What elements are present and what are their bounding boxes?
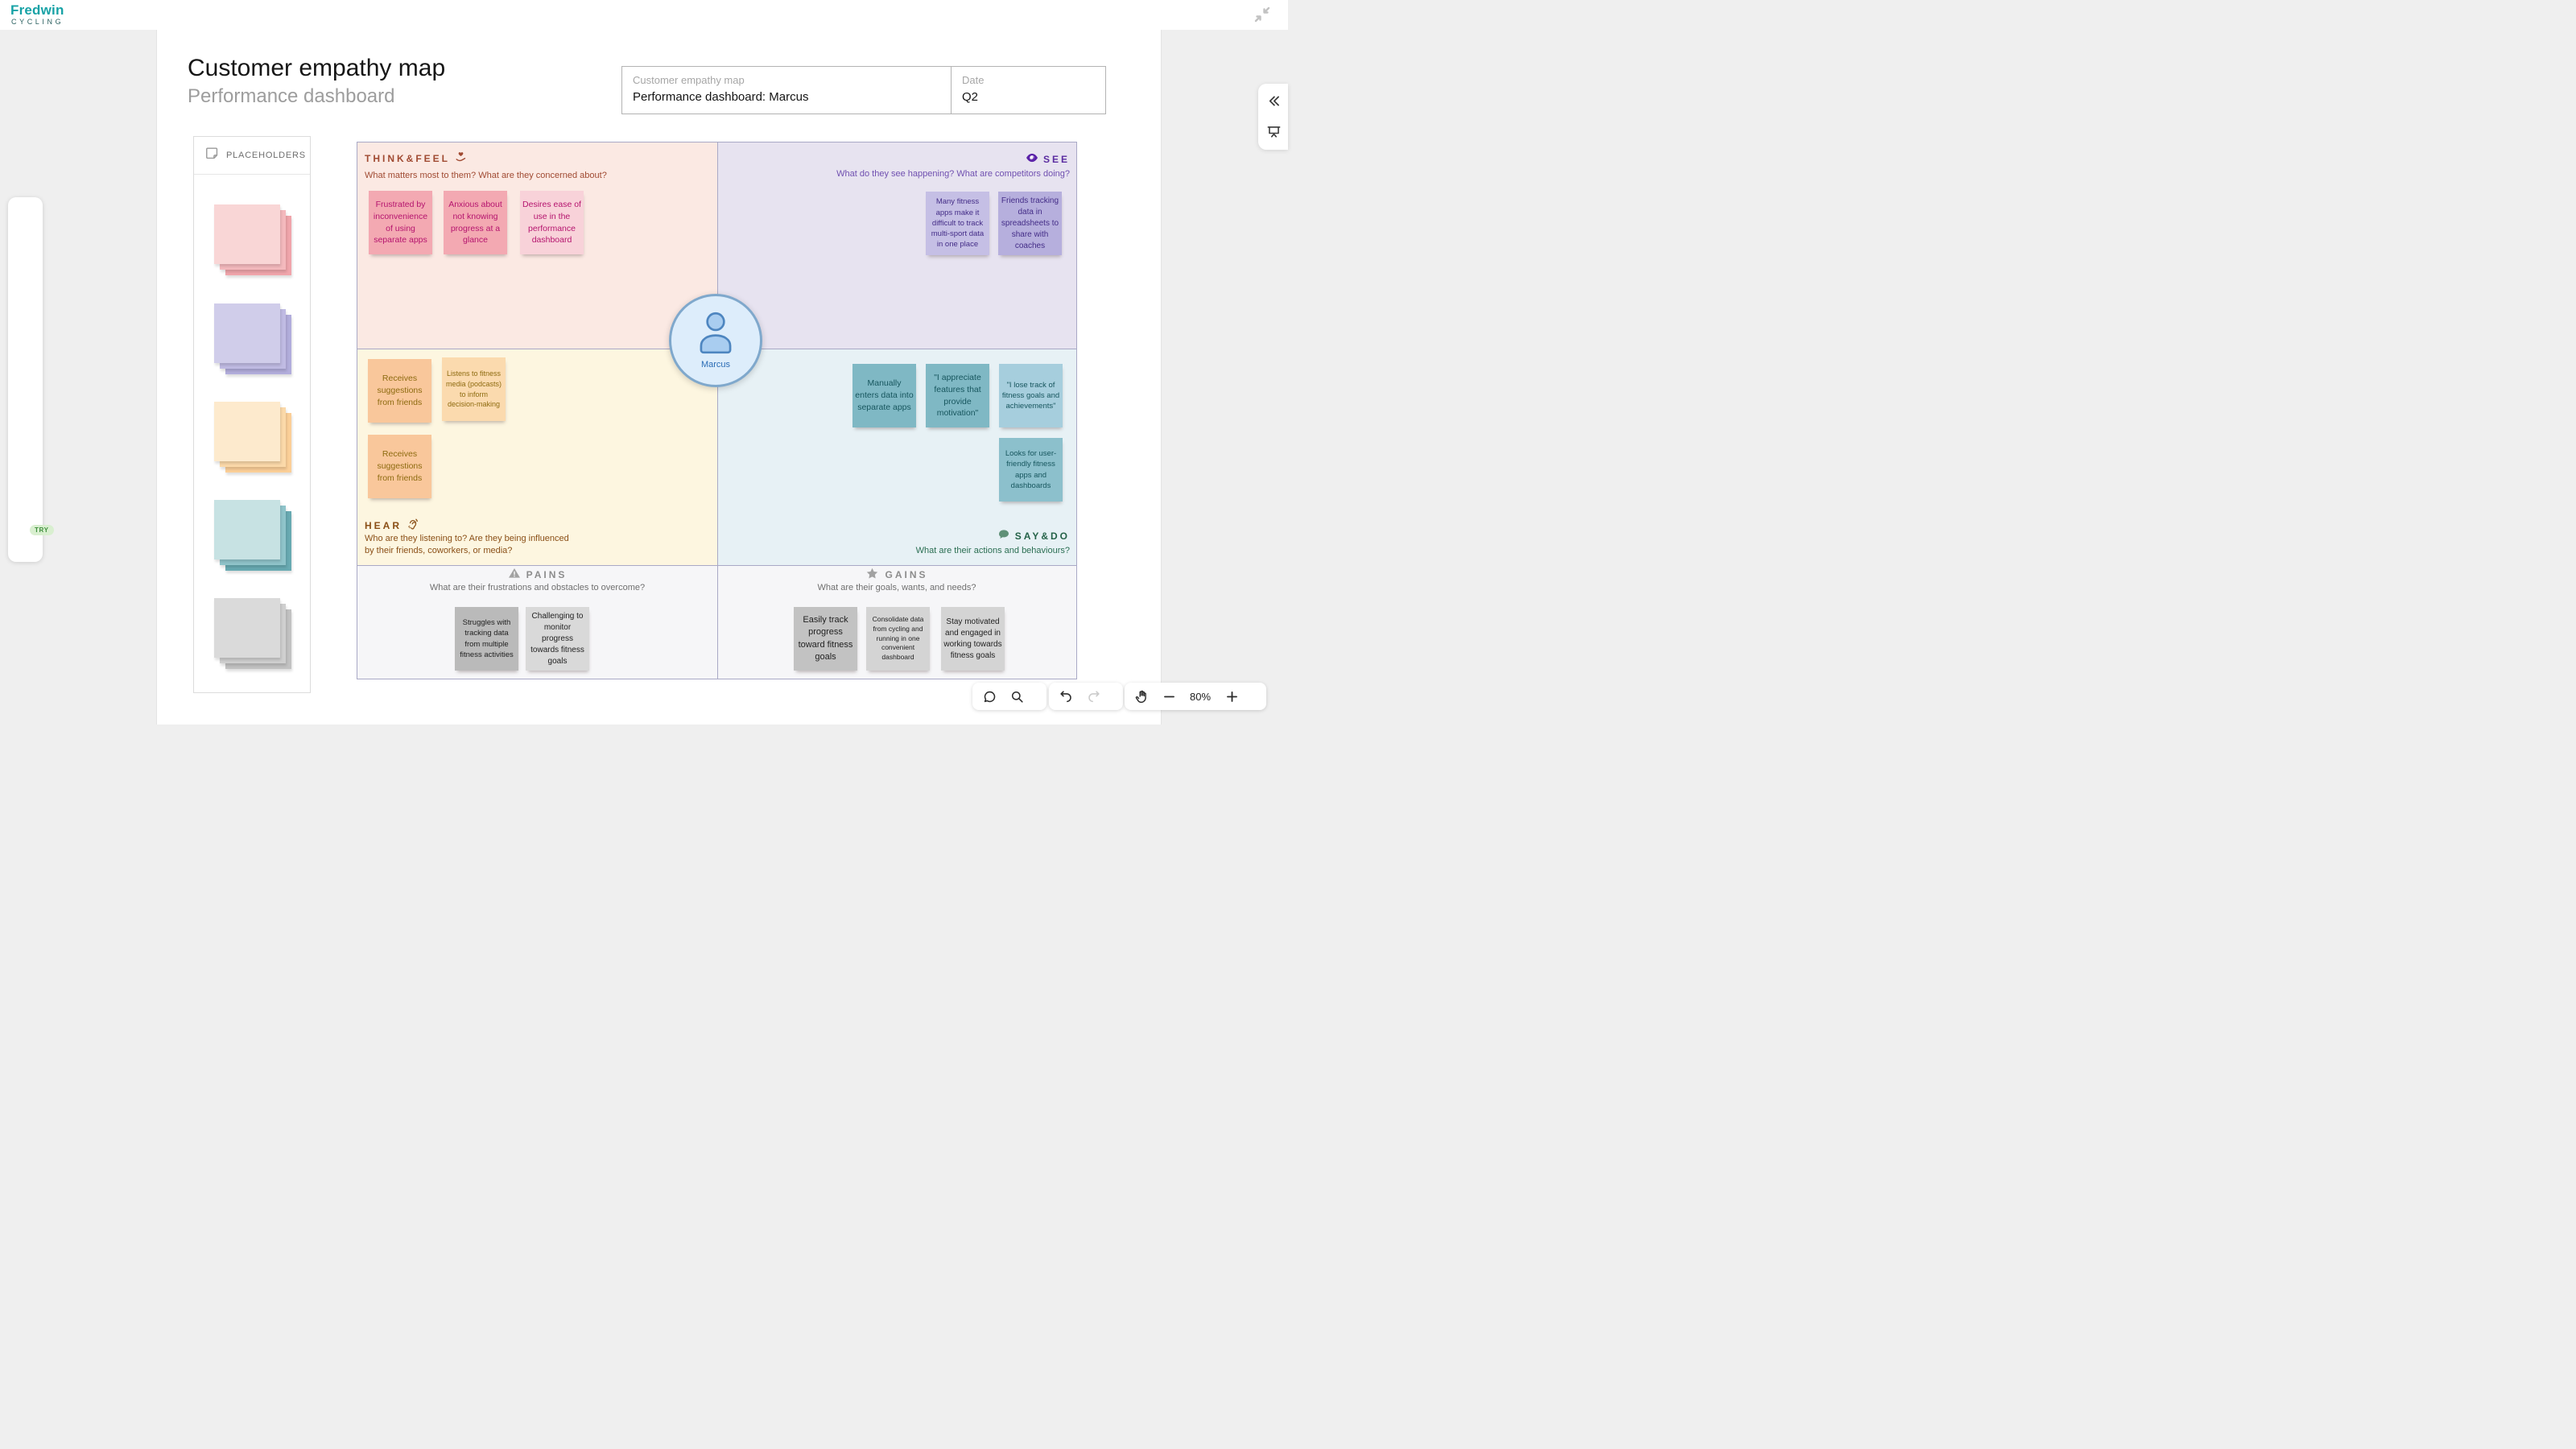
- purple-sticky-stack[interactable]: [214, 303, 293, 376]
- sticky-note[interactable]: Many fitness apps make it difficult to t…: [926, 192, 989, 255]
- try-badge: TRY: [30, 525, 54, 535]
- sticky-note[interactable]: Receives suggestions from friends: [368, 359, 431, 423]
- empathy-map: THINK&FEEL What matters most to them? Wh…: [357, 142, 1077, 679]
- tool-sidebar: [8, 197, 43, 562]
- quadrant-header-see: SEE: [1026, 151, 1070, 167]
- gray-sticky-stack[interactable]: [214, 598, 293, 671]
- sticky-note[interactable]: "I appreciate features that provide moti…: [926, 364, 989, 427]
- brand-tagline: CYCLING: [11, 18, 64, 26]
- map-name-value[interactable]: Performance dashboard: Marcus: [633, 90, 809, 104]
- persona-name: Marcus: [700, 360, 731, 369]
- section-label: PAINS: [526, 568, 568, 580]
- section-question: What are their frustrations and obstacle…: [429, 583, 646, 592]
- sticky-note[interactable]: Easily track progress toward fitness goa…: [794, 607, 857, 671]
- zoom-toolbar: 80%: [1125, 683, 1266, 710]
- warning-triangle-icon: [508, 567, 521, 582]
- map-divider-row2: [357, 565, 1076, 566]
- date-value[interactable]: Q2: [962, 90, 979, 104]
- quadrant-question: What matters most to them? What are they…: [365, 171, 607, 180]
- speech-bubble-icon: [997, 528, 1010, 543]
- placeholders-title: PLACEHOLDERS: [226, 151, 306, 160]
- sticky-note[interactable]: "I lose track of fitness goals and achie…: [999, 364, 1063, 427]
- map-divider-vertical: [717, 142, 718, 679]
- placeholders-header: PLACEHOLDERS: [194, 137, 310, 175]
- redo-icon[interactable]: [1080, 683, 1107, 710]
- quadrant-question: What are their actions and behaviours?: [915, 546, 1070, 555]
- quadrant-header-say-do: SAY&DO: [997, 528, 1070, 543]
- quadrant-header-think-feel: THINK&FEEL: [365, 151, 467, 166]
- quadrant-label: THINK&FEEL: [365, 153, 450, 164]
- quadrant-question: What do they see happening? What are com…: [836, 169, 1070, 179]
- ear-icon: [407, 518, 419, 533]
- heart-hand-icon: [455, 151, 467, 166]
- sticky-note[interactable]: Manually enters data into separate apps: [852, 364, 916, 427]
- date-field[interactable]: Date Q2: [952, 67, 1105, 114]
- date-label: Date: [962, 74, 985, 86]
- page-title: Customer empathy map: [188, 55, 446, 81]
- quadrant-header-hear: HEAR: [365, 518, 419, 533]
- zoom-level[interactable]: 80%: [1189, 690, 1212, 703]
- pink-sticky-stack[interactable]: [214, 204, 293, 277]
- brand-logo: Fredwin: [10, 2, 64, 18]
- map-name-label: Customer empathy map: [633, 74, 745, 86]
- right-side-panel: [1258, 84, 1288, 150]
- comment-search-toolbar: [972, 683, 1046, 710]
- search-icon[interactable]: [1003, 683, 1030, 710]
- sticky-note[interactable]: Struggles with tracking data from multip…: [455, 607, 518, 671]
- sticky-note[interactable]: Friends tracking data in spreadsheets to…: [998, 192, 1062, 255]
- persona-avatar[interactable]: Marcus: [669, 294, 762, 387]
- sticky-note[interactable]: Consolidate data from cycling and runnin…: [866, 607, 930, 671]
- stack-layer: [214, 598, 280, 658]
- eye-icon: [1026, 151, 1038, 167]
- star-icon: [865, 567, 879, 583]
- quadrant-label: SAY&DO: [1014, 530, 1070, 542]
- section-question: What are their goals, wants, and needs?: [817, 583, 976, 592]
- presentation-icon[interactable]: [1265, 122, 1282, 140]
- pan-hand-icon[interactable]: [1128, 683, 1155, 710]
- sticky-note[interactable]: Looks for user-friendly fitness apps and…: [999, 438, 1063, 502]
- sticky-note[interactable]: Anxious about not knowing progress at a …: [444, 191, 507, 254]
- section-header-pains: PAINS: [357, 567, 717, 582]
- sticky-note[interactable]: Stay motivated and engaged in working to…: [941, 607, 1005, 671]
- orange-sticky-stack[interactable]: [214, 402, 293, 474]
- placeholders-panel: PLACEHOLDERS: [193, 136, 311, 693]
- section-label: GAINS: [885, 569, 928, 580]
- sticky-note[interactable]: Receives suggestions from friends: [368, 435, 431, 498]
- app-header: Fredwin CYCLING: [0, 0, 1288, 30]
- zoom-out-icon[interactable]: [1155, 683, 1183, 710]
- comment-icon[interactable]: [976, 683, 1003, 710]
- collapse-view-icon[interactable]: [1253, 5, 1272, 24]
- page-subtitle: Performance dashboard: [188, 85, 395, 107]
- sticky-note[interactable]: Challenging to monitor progress towards …: [526, 607, 589, 671]
- quadrant-label: SEE: [1042, 153, 1070, 165]
- sticky-note[interactable]: Frustrated by inconvenience of using sep…: [369, 191, 432, 254]
- sticky-note[interactable]: Desires ease of use in the performance d…: [520, 191, 584, 254]
- stack-layer: [214, 402, 280, 461]
- map-info-box: Customer empathy map Performance dashboa…: [621, 66, 1106, 114]
- quadrant-label: HEAR: [365, 519, 402, 531]
- person-icon: [691, 309, 741, 358]
- undo-redo-toolbar: [1049, 683, 1123, 710]
- undo-icon[interactable]: [1052, 683, 1080, 710]
- sticky-note[interactable]: Listens to fitness media (podcasts) to i…: [442, 357, 506, 421]
- sticky-note-icon: [204, 146, 220, 165]
- stack-layer: [214, 500, 280, 559]
- quadrant-question: Who are they listening to? Are they bein…: [365, 534, 569, 555]
- stack-layer: [214, 303, 280, 363]
- teal-sticky-stack[interactable]: [214, 500, 293, 572]
- zoom-in-icon[interactable]: [1218, 683, 1245, 710]
- collapse-panel-icon[interactable]: [1265, 92, 1282, 109]
- section-header-gains: GAINS: [717, 567, 1076, 583]
- stack-layer: [214, 204, 280, 264]
- map-name-field[interactable]: Customer empathy map Performance dashboa…: [622, 67, 952, 114]
